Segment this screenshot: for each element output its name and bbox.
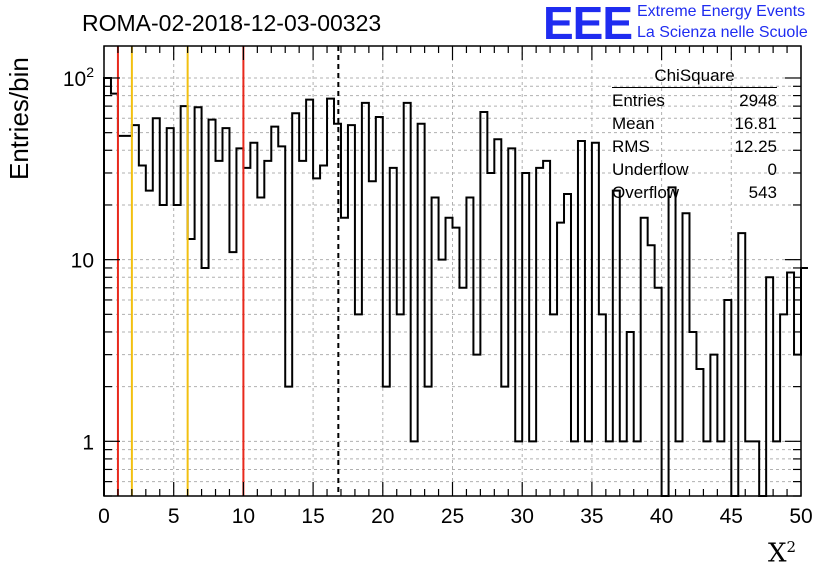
x-tick-label: 35 xyxy=(580,505,603,528)
stats-value: 543 xyxy=(748,183,777,202)
y-tick-label: 1 xyxy=(82,431,94,454)
stats-row-rms: RMS 12.25 xyxy=(612,135,777,158)
stats-label: Entries xyxy=(612,91,665,110)
stats-label: RMS xyxy=(612,137,650,156)
histogram-series xyxy=(103,76,808,497)
x-tick-label: 20 xyxy=(371,505,394,528)
stats-value: 12.25 xyxy=(734,137,777,156)
x-tick-label: 25 xyxy=(441,505,464,528)
x-tick-label: 10 xyxy=(232,505,255,528)
x-tick-label: 30 xyxy=(511,505,534,528)
stats-row-underflow: Underflow 0 xyxy=(612,158,777,181)
stats-box: ChiSquare Entries 2948 Mean 16.81 RMS 12.25… xyxy=(612,66,777,204)
x-tick-label: 40 xyxy=(650,505,673,528)
x-tick-label: 50 xyxy=(789,505,812,528)
stats-row-overflow: Overflow 543 xyxy=(612,181,777,204)
x-tick-label: 45 xyxy=(720,505,743,528)
stats-label: Underflow xyxy=(612,160,689,179)
x-axis-label-symbol: X xyxy=(768,538,787,569)
x-axis-label-superscript: 2 xyxy=(786,538,797,556)
chart-title: ROMA-02-2018-12-03-00323 xyxy=(82,10,382,36)
stats-row-entries: Entries 2948 xyxy=(612,89,777,112)
stats-value: 16.81 xyxy=(734,114,777,133)
stats-value: 0 xyxy=(767,160,777,179)
y-axis-label: Entries/bin xyxy=(4,57,34,180)
stats-row-mean: Mean 16.81 xyxy=(612,112,777,135)
stats-title: ChiSquare xyxy=(612,66,777,88)
logo-caption-line2: La Scienza nelle Scuole xyxy=(637,24,808,41)
stats-label: Mean xyxy=(612,114,655,133)
y-tick-label: 10 xyxy=(71,250,94,273)
y-tick-label: 102 xyxy=(63,64,94,91)
x-tick-label: 5 xyxy=(168,505,180,528)
stats-label: Overflow xyxy=(612,183,680,202)
x-axis-label: X2 xyxy=(768,538,796,569)
stats-value: 2948 xyxy=(739,91,777,110)
eee-logo: EEE xyxy=(543,0,633,49)
logo-caption-line1: Extreme Energy Events xyxy=(637,3,806,20)
x-tick-label: 0 xyxy=(98,505,110,528)
x-tick-label: 15 xyxy=(301,505,324,528)
